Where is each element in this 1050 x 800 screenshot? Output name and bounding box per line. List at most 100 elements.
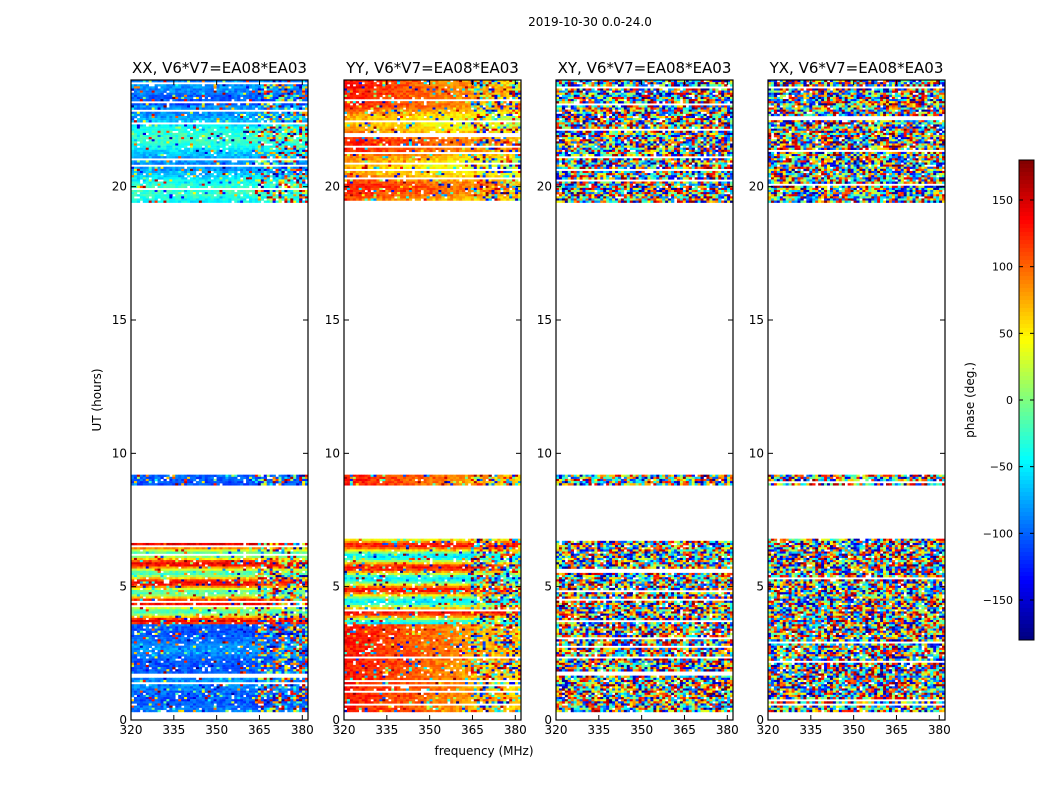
heatmap-cell [293,552,296,554]
heatmap-cell [252,549,255,551]
heatmap-cell [267,575,270,577]
heatmap-cell [296,566,299,568]
heatmap-cell [178,560,181,562]
heatmap-cell [187,562,190,564]
heatmap-cell [137,547,140,549]
heatmap-cell [231,552,234,554]
heatmap-cell [155,586,158,588]
heatmap-cell [234,590,237,592]
heatmap-cell [276,549,279,551]
heatmap-cell [149,596,152,598]
heatmap-cell [228,594,231,596]
heatmap-cell [211,549,214,551]
heatmap-cell [211,603,214,605]
heatmap-cell [284,547,287,549]
heatmap-cell [237,549,240,551]
heatmap-cell [255,547,258,549]
heatmap-cell [287,549,290,551]
heatmap-cell [166,549,169,551]
heatmap-cell [252,594,255,596]
heatmap-cell [202,607,205,609]
heatmap-cell [181,547,184,549]
heatmap-cell [258,575,261,577]
heatmap-cell [193,577,196,579]
heatmap-cell [166,552,169,554]
heatmap-cell [196,586,199,588]
heatmap-cell [290,564,293,566]
heatmap-cell [152,588,155,590]
heatmap-cell [231,579,234,581]
heatmap-cell [231,590,234,592]
heatmap-cell [261,547,264,549]
heatmap-cell [205,596,208,598]
heatmap-cell [252,558,255,560]
heatmap-cell [281,547,284,549]
heatmap-cell [172,573,175,575]
heatmap-cell [276,590,279,592]
heatmap-cell [166,560,169,562]
heatmap-cell [246,569,249,571]
heatmap-cell [193,564,196,566]
heatmap-cell [246,556,249,558]
heatmap-cell [152,581,155,583]
heatmap-cell [187,577,190,579]
heatmap-cell [163,556,166,558]
heatmap-cell [237,566,240,568]
heatmap-cell [252,552,255,554]
heatmap-cell [222,549,225,551]
heatmap-cell [175,581,178,583]
heatmap-cell [281,609,284,611]
heatmap-cell [196,596,199,598]
heatmap-cell [281,586,284,588]
heatmap-cell [149,609,152,611]
heatmap-cell [166,607,169,609]
heatmap-cell [234,586,237,588]
heatmap-cell [276,607,279,609]
heatmap-cell [267,543,270,545]
heatmap-cell [172,577,175,579]
heatmap-cell [140,584,143,586]
heatmap-cell [246,599,249,601]
heatmap-cell [155,556,158,558]
heatmap-cell [169,588,172,590]
heatmap-cell [264,609,267,611]
heatmap-cell [205,599,208,601]
heatmap-cell [246,588,249,590]
heatmap-cell [199,611,202,613]
heatmap-cell [140,558,143,560]
heatmap-cell [190,594,193,596]
heatmap-cell [267,569,270,571]
heatmap-cell [255,560,258,562]
heatmap-cell [163,543,166,545]
heatmap-cell [281,569,284,571]
heatmap-cell [270,592,273,594]
heatmap-cell [172,588,175,590]
heatmap-cell [196,556,199,558]
heatmap-cell [264,543,267,545]
heatmap-cell [258,603,261,605]
heatmap-cell [214,579,217,581]
heatmap-cell [228,575,231,577]
heatmap-cell [190,556,193,558]
heatmap-cell [152,562,155,564]
heatmap-cell [161,594,164,596]
heatmap-cell [302,560,305,562]
heatmap-cell [220,599,223,601]
heatmap-cell [172,556,175,558]
heatmap-cell [287,560,290,562]
heatmap-cell [208,552,211,554]
heatmap-cell [178,599,181,601]
heatmap-cell [181,571,184,573]
heatmap-cell [152,599,155,601]
heatmap-cell [193,609,196,611]
heatmap-cell [255,577,258,579]
heatmap-cell [199,549,202,551]
heatmap-cell [190,584,193,586]
heatmap-cell [140,560,143,562]
heatmap-cell [228,569,231,571]
heatmap-cell [166,558,169,560]
heatmap-cell [208,569,211,571]
heatmap-cell [279,558,282,560]
heatmap-cell [273,592,276,594]
heatmap-cell [172,552,175,554]
